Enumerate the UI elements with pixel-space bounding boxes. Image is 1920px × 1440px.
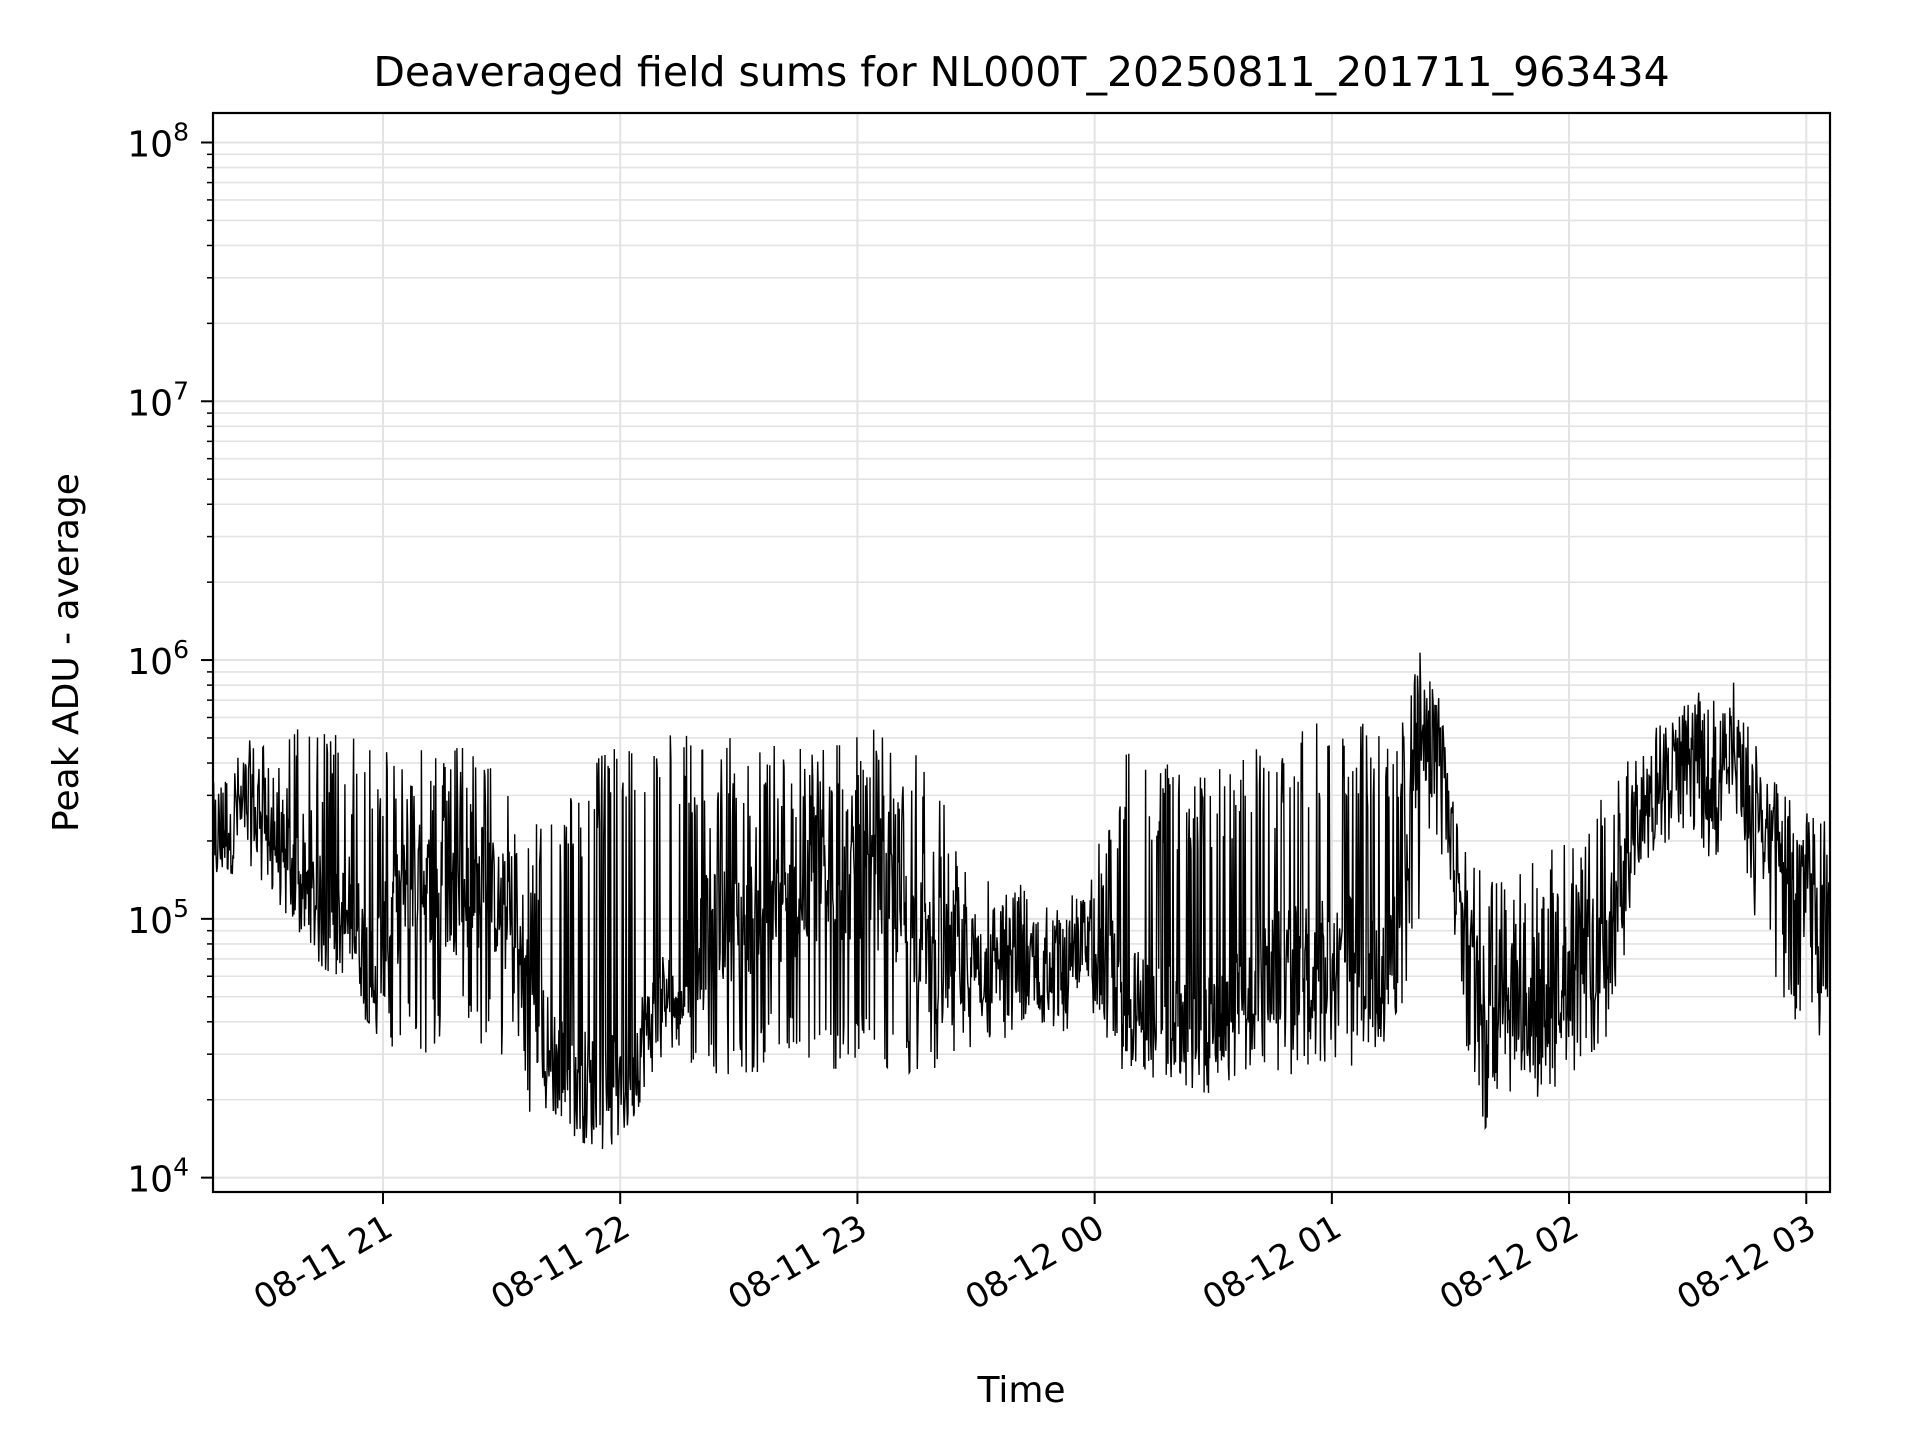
y-tick-label: 105 xyxy=(127,894,189,942)
x-tick-label: 08-11 22 xyxy=(484,1207,636,1318)
x-tick-label: 08-12 00 xyxy=(959,1207,1111,1318)
plot-area xyxy=(212,652,1831,1150)
y-tick-label: 107 xyxy=(127,376,189,424)
x-tick-label: 08-11 21 xyxy=(247,1207,399,1318)
chart-title: Deaveraged field sums for NL000T_2025081… xyxy=(373,48,1669,96)
x-tick-label: 08-12 01 xyxy=(1196,1207,1348,1318)
y-tick-label: 104 xyxy=(127,1153,189,1201)
x-axis-ticks: 08-11 21 08-11 22 08-11 23 08-12 00 08-12 01… xyxy=(247,1192,1823,1318)
y-axis-ticks: 104 105 106 107 108 xyxy=(127,117,213,1201)
x-axis-label: Time xyxy=(976,1370,1065,1411)
x-tick-label: 08-11 23 xyxy=(722,1207,874,1318)
x-tick-label: 08-12 03 xyxy=(1670,1207,1822,1318)
y-axis-label: Peak ADU - average xyxy=(46,473,87,832)
series-line xyxy=(212,652,1831,1150)
grid-lines xyxy=(213,113,1830,1192)
axes-frame xyxy=(211,111,1832,1194)
y-tick-label: 108 xyxy=(127,117,189,165)
x-tick-label: 08-12 02 xyxy=(1433,1207,1585,1318)
y-tick-label: 106 xyxy=(127,635,189,683)
